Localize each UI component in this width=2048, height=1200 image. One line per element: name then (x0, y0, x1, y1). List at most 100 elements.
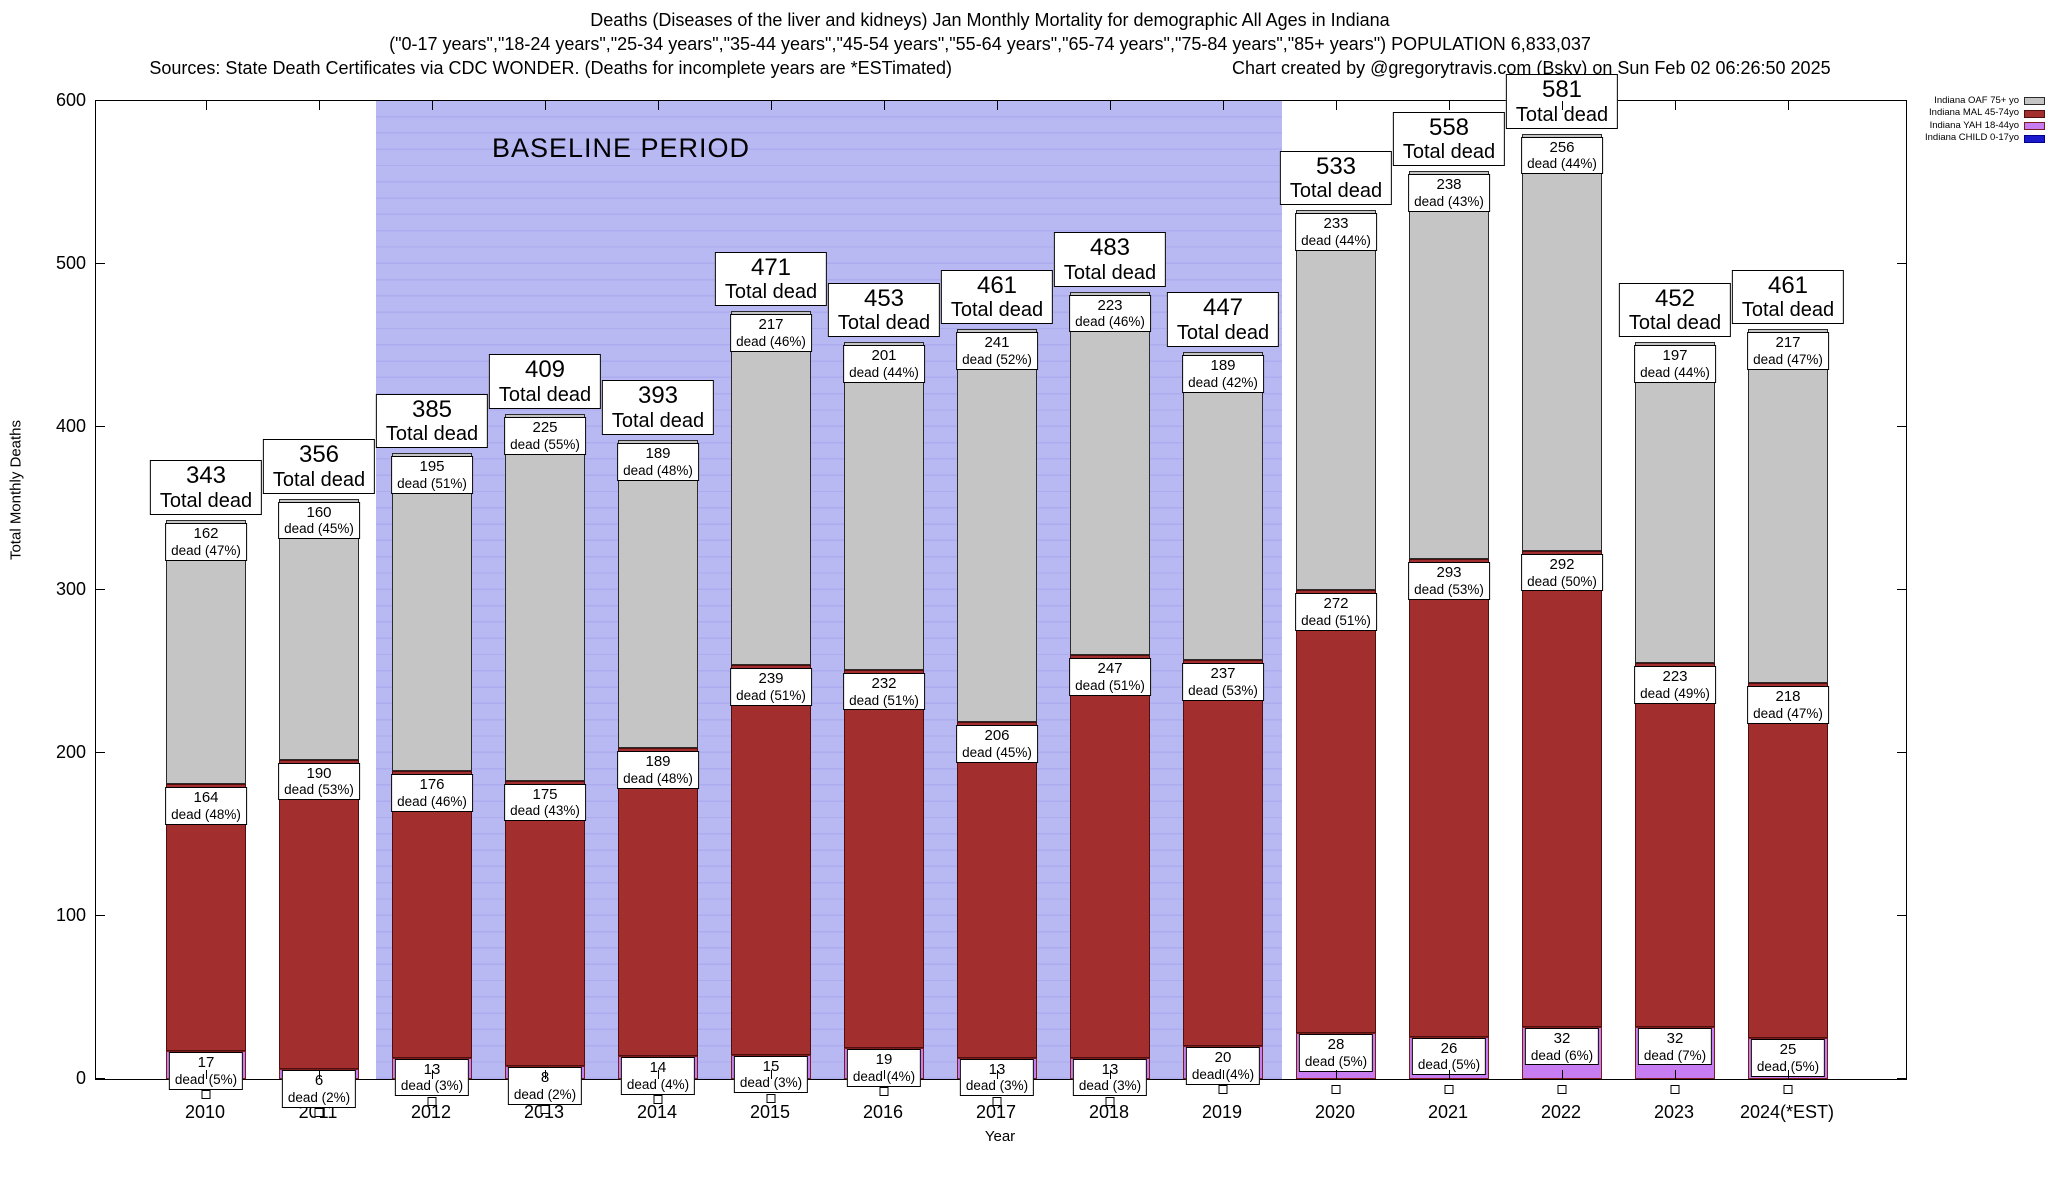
bar-2018-segment-oaf-75plus (1070, 291, 1150, 656)
label-2022-oaf-value: 256 (1549, 138, 1575, 156)
label-2011-mal-value: 190 (306, 764, 332, 782)
legend-label: Indiana YAH 18-44yo (1929, 119, 2019, 131)
label-2010-yah-pct: dead (5%) (174, 1071, 238, 1087)
child-point-marker-2021 (1444, 1085, 1454, 1094)
y-tick-mark (1897, 589, 1906, 590)
x-tick-label-2024est: 2024(*EST) (1739, 1102, 1835, 1122)
bar-2018-segment-mal-45-74 (1070, 655, 1150, 1058)
y-tick-mark (96, 1078, 105, 1079)
x-tick-mark (997, 1070, 998, 1079)
label-2017-mal: 206 dead (45%) (956, 725, 1038, 763)
total-2024est: 461 Total dead (1731, 269, 1845, 325)
child-point-marker-2010 (201, 1090, 211, 1100)
x-tick-mark (432, 1070, 433, 1079)
x-tick-mark (545, 1070, 546, 1079)
label-2020-yah-value: 28 (1327, 1036, 1345, 1054)
label-2021-oaf-value: 238 (1436, 176, 1462, 194)
label-2011-yah: 6 dead (2%) (281, 1070, 357, 1108)
label-2015-yah-pct: dead (3%) (739, 1075, 803, 1091)
label-2024est-yah-value: 25 (1779, 1041, 1797, 1059)
x-tick-mark (1788, 1070, 1789, 1079)
label-2024est-oaf: 217 dead (47%) (1747, 332, 1829, 370)
label-2023-yah: 32 dead (7%) (1637, 1027, 1713, 1066)
label-2015-yah: 15 dead (3%) (733, 1055, 809, 1094)
total-2017-label: Total dead (950, 299, 1044, 322)
label-2018-oaf: 223 dead (46%) (1069, 294, 1151, 333)
child-point-marker-2015 (766, 1093, 776, 1103)
label-2012-mal-pct: dead (46%) (397, 793, 467, 809)
label-2019-oaf: 189 dead (42%) (1182, 355, 1264, 393)
total-2021: 558 Total dead (1392, 111, 1506, 167)
label-2014-mal: 189 dead (48%) (617, 751, 699, 789)
x-tick-label-2014: 2014 (636, 1102, 678, 1122)
x-tick-label-2015: 2015 (749, 1102, 791, 1122)
legend-item-indianamal4574yo: Indiana MAL 45-74yo (1925, 107, 2045, 118)
total-2011-label: Total dead (272, 468, 366, 491)
bar-2017-segment-mal-45-74 (957, 722, 1037, 1058)
child-point-marker-2024est (1783, 1085, 1793, 1094)
label-2019-oaf-pct: dead (42%) (1188, 374, 1258, 390)
baseline-period-label: BASELINE PERIOD (491, 133, 751, 163)
x-tick-mark (1788, 101, 1789, 110)
x-tick-mark (1562, 1070, 1563, 1079)
label-2019-mal-value: 237 (1210, 665, 1236, 683)
total-2019: 447 Total dead (1166, 292, 1280, 348)
y-tick-mark (1897, 1078, 1906, 1079)
label-2024est-oaf-value: 217 (1775, 334, 1801, 352)
label-2014-yah-value: 14 (649, 1059, 667, 1077)
label-2012-yah-value: 13 (423, 1060, 441, 1078)
label-2018-yah-value: 13 (1101, 1060, 1119, 1078)
label-2012-oaf-value: 195 (419, 458, 445, 476)
child-point-marker-2016 (879, 1087, 889, 1097)
legend-color-swatch (2024, 122, 2045, 131)
y-tick-label-600: 600 (55, 90, 86, 110)
x-tick-mark (206, 101, 207, 110)
bar-2011-segment-mal-45-74 (279, 759, 359, 1070)
label-2024est-mal: 218 dead (47%) (1747, 685, 1829, 724)
total-2011-value: 356 (298, 441, 340, 469)
total-2023-label: Total dead (1628, 312, 1722, 335)
x-tick-mark (1675, 1070, 1676, 1079)
label-2015-mal-value: 239 (758, 669, 784, 687)
label-2020-yah: 28 dead (5%) (1298, 1034, 1374, 1072)
label-2020-mal-value: 272 (1323, 595, 1349, 612)
x-tick-mark (319, 101, 320, 110)
y-axis-title: Total Monthly Deaths (7, 419, 25, 561)
label-2011-oaf-pct: dead (45%) (284, 521, 354, 537)
total-2015-value: 471 (750, 253, 792, 281)
legend-item-indianayah1844yo: Indiana YAH 18-44yo (1925, 119, 2045, 131)
chart-title-line3: Sources: State Death Certificates via CD… (149, 58, 1830, 79)
label-2015-oaf-pct: dead (46%) (736, 333, 806, 349)
total-2010-label: Total dead (159, 489, 253, 512)
bar-2022-segment-mal-45-74 (1522, 550, 1602, 1027)
bar-2019-segment-oaf-75plus (1183, 352, 1263, 661)
label-2017-yah-value: 13 (988, 1060, 1006, 1078)
label-2023-yah-pct: dead (7%) (1643, 1047, 1707, 1063)
x-tick-mark (1110, 1070, 1111, 1079)
y-tick-mark (96, 263, 105, 264)
y-tick-mark (96, 752, 105, 753)
label-2022-yah: 32 dead (6%) (1524, 1027, 1600, 1066)
child-point-marker-2011 (314, 1108, 324, 1118)
x-tick-label-2022: 2022 (1540, 1102, 1582, 1122)
x-tick-mark (1449, 101, 1450, 110)
x-tick-label-2016: 2016 (862, 1102, 904, 1122)
label-2011-oaf-value: 160 (306, 503, 332, 521)
total-2012: 385 Total dead (375, 393, 489, 449)
label-2016-yah-value: 19 (875, 1051, 893, 1069)
total-2021-value: 558 (1428, 113, 1470, 141)
label-2020-oaf-value: 233 (1323, 215, 1349, 233)
label-2015-yah-value: 15 (762, 1057, 780, 1075)
label-2017-mal-pct: dead (45%) (962, 744, 1032, 760)
label-2022-mal: 292 dead (50%) (1521, 553, 1603, 592)
total-2019-value: 447 (1202, 294, 1244, 322)
x-tick-mark (884, 1070, 885, 1079)
y-tick-mark (96, 589, 105, 590)
legend-color-swatch (2024, 134, 2045, 143)
label-2014-yah-pct: dead (4%) (626, 1076, 690, 1092)
label-2019-mal: 237 dead (53%) (1182, 663, 1264, 701)
chart-title-line2: ("0-17 years","18-24 years","25-34 years… (389, 34, 1591, 54)
label-2015-mal: 239 dead (51%) (730, 667, 812, 706)
label-2013-yah-value: 8 (514, 1069, 576, 1087)
bar-2021-segment-oaf-75plus (1409, 171, 1489, 560)
